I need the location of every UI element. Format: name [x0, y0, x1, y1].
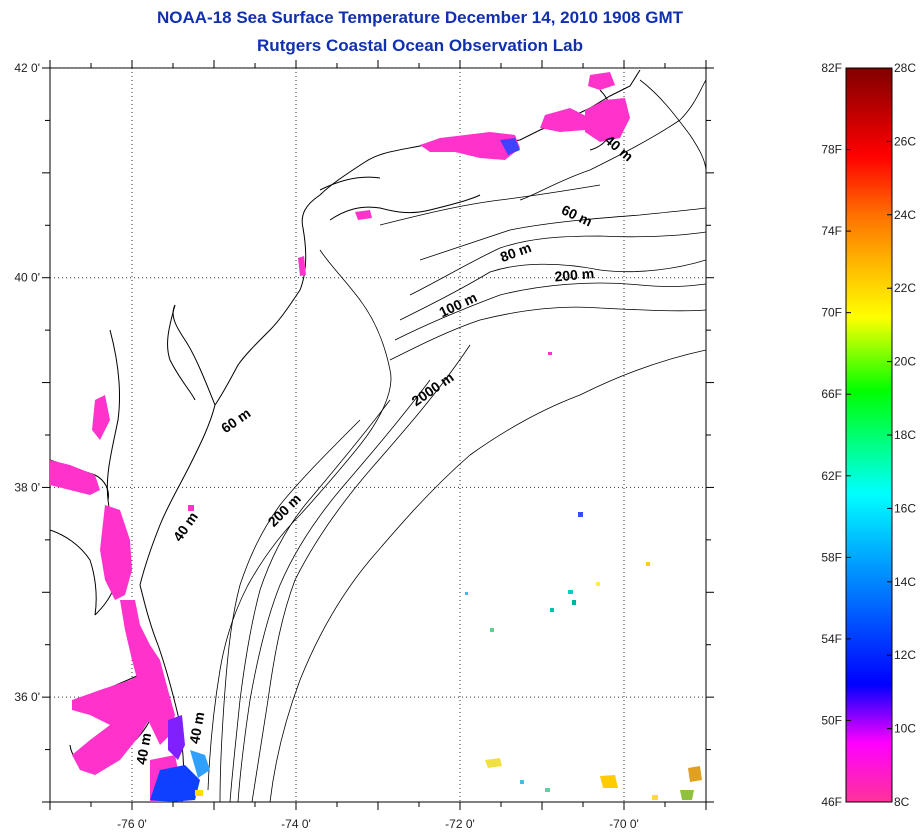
lon-tick-label: -72 0'	[445, 817, 475, 831]
fahrenheit-label: 54F	[821, 632, 842, 646]
graticule	[50, 68, 706, 802]
contour-label: 200 m	[554, 265, 595, 284]
lat-tick-label: 38 0'	[14, 480, 40, 494]
fahrenheit-label: 62F	[821, 469, 842, 483]
colorbar: 82F 78F 74F 70F 66F 62F 58F 54F 50F 46F …	[821, 61, 916, 809]
fahrenheit-label: 58F	[821, 550, 842, 564]
celsius-label: 12C	[894, 648, 916, 662]
celsius-label: 28C	[894, 61, 916, 75]
celsius-label: 16C	[894, 501, 916, 515]
fahrenheit-label: 74F	[821, 224, 842, 238]
lon-tick-label: -70 0'	[609, 817, 639, 831]
colorbar-gradient	[845, 67, 893, 803]
celsius-label: 14C	[894, 575, 916, 589]
celsius-label: 10C	[894, 722, 916, 736]
map-title-line1: NOAA-18 Sea Surface Temperature December…	[157, 8, 683, 27]
sst-pixels	[50, 72, 702, 802]
fahrenheit-label: 46F	[821, 795, 842, 809]
celsius-label: 24C	[894, 208, 916, 222]
axis-ticks	[42, 60, 714, 810]
fahrenheit-label: 50F	[821, 713, 842, 727]
celsius-label: 8C	[894, 795, 910, 809]
map-title-line2: Rutgers Coastal Ocean Observation Lab	[257, 36, 583, 55]
celsius-label: 26C	[894, 134, 916, 148]
lat-tick-label: 40 0'	[14, 271, 40, 285]
fahrenheit-label: 66F	[821, 387, 842, 401]
lat-tick-label: 36 0'	[14, 690, 40, 704]
fahrenheit-label: 82F	[821, 61, 842, 75]
lon-tick-label: -74 0'	[281, 817, 311, 831]
celsius-label: 22C	[894, 281, 916, 295]
celsius-label: 20C	[894, 355, 916, 369]
contour-label: 40 m	[133, 732, 154, 766]
colorbar-celsius-labels: 28C 26C 24C 22C 20C 18C 16C 14C 12C 10C …	[894, 61, 916, 809]
fahrenheit-label: 78F	[821, 143, 842, 157]
contour-label: 40 m	[186, 711, 207, 745]
celsius-label: 18C	[894, 428, 916, 442]
lat-tick-labels: 42 0' 40 0' 38 0' 36 0'	[14, 61, 40, 704]
lat-tick-label: 42 0'	[14, 61, 40, 75]
fahrenheit-label: 70F	[821, 306, 842, 320]
lon-tick-labels: -76 0' -74 0' -72 0' -70 0'	[117, 817, 639, 831]
colorbar-fahrenheit-labels: 82F 78F 74F 70F 66F 62F 58F 54F 50F 46F	[821, 61, 842, 809]
bathymetry-contours	[207, 79, 706, 802]
lon-tick-label: -76 0'	[117, 817, 147, 831]
